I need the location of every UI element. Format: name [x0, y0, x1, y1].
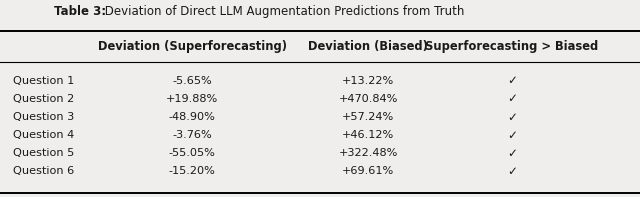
Text: Table 3:: Table 3: — [54, 5, 106, 18]
Text: Question 4: Question 4 — [13, 130, 74, 140]
Text: Superforecasting > Biased: Superforecasting > Biased — [426, 40, 598, 53]
Text: ✓: ✓ — [507, 147, 517, 160]
Text: Deviation (Superforecasting): Deviation (Superforecasting) — [97, 40, 287, 53]
Text: ✓: ✓ — [507, 111, 517, 124]
Text: +470.84%: +470.84% — [339, 94, 397, 104]
Text: ✓: ✓ — [507, 92, 517, 105]
Text: +69.61%: +69.61% — [342, 166, 394, 176]
Text: -48.90%: -48.90% — [168, 112, 216, 122]
Text: Question 2: Question 2 — [13, 94, 74, 104]
Text: +322.48%: +322.48% — [339, 148, 397, 158]
Text: -55.05%: -55.05% — [168, 148, 216, 158]
Text: -3.76%: -3.76% — [172, 130, 212, 140]
Text: Question 5: Question 5 — [13, 148, 74, 158]
Text: Question 1: Question 1 — [13, 76, 74, 86]
Text: +13.22%: +13.22% — [342, 76, 394, 86]
Text: +46.12%: +46.12% — [342, 130, 394, 140]
Text: ✓: ✓ — [507, 74, 517, 87]
Text: ✓: ✓ — [507, 165, 517, 178]
Text: Deviation of Direct LLM Augmentation Predictions from Truth: Deviation of Direct LLM Augmentation Pre… — [101, 5, 465, 18]
Text: +19.88%: +19.88% — [166, 94, 218, 104]
Text: Question 6: Question 6 — [13, 166, 74, 176]
Text: -15.20%: -15.20% — [168, 166, 216, 176]
Text: +57.24%: +57.24% — [342, 112, 394, 122]
Text: Deviation (Biased): Deviation (Biased) — [308, 40, 428, 53]
Text: -5.65%: -5.65% — [172, 76, 212, 86]
Text: ✓: ✓ — [507, 129, 517, 142]
Text: Question 3: Question 3 — [13, 112, 74, 122]
